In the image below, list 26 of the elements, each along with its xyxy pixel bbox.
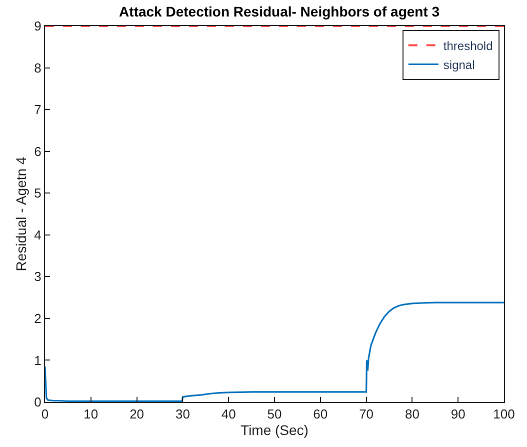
x-tick-label: 80 [404, 406, 420, 422]
y-tick-label: 0 [34, 394, 42, 410]
line-series [45, 302, 504, 402]
x-tick-label: 100 [493, 406, 515, 422]
y-tick-label: 1 [34, 352, 42, 368]
x-axis-title: Time (Sec) [240, 422, 308, 438]
y-tick-label: 5 [34, 186, 42, 201]
y-axis-title: Residual - Agetn 4 [12, 156, 29, 272]
y-tick-label: 6 [34, 144, 42, 159]
x-tick-label: 60 [313, 406, 328, 422]
x-tick-label: 30 [175, 406, 190, 422]
x-tick-label: 10 [84, 406, 98, 422]
x-tick-label: 50 [267, 406, 282, 422]
y-tick-label: 4 [34, 227, 42, 242]
x-tick-label: 20 [130, 406, 144, 422]
x-tick-label: 70 [359, 406, 374, 422]
y-tick-label: 9 [34, 18, 42, 34]
y-tick-label: 3 [34, 269, 42, 284]
y-tick-label: 2 [34, 310, 42, 326]
x-tick-label: 90 [450, 406, 466, 422]
legend-label: threshold [443, 38, 493, 53]
x-tick-label: 40 [221, 406, 236, 422]
legend-label: signal [443, 58, 475, 72]
y-tick-label: 8 [34, 60, 42, 76]
y-tick-label: 7 [34, 102, 42, 118]
chart-title: Attack Detection Residual- Neighbors of agent 3 [119, 4, 440, 20]
